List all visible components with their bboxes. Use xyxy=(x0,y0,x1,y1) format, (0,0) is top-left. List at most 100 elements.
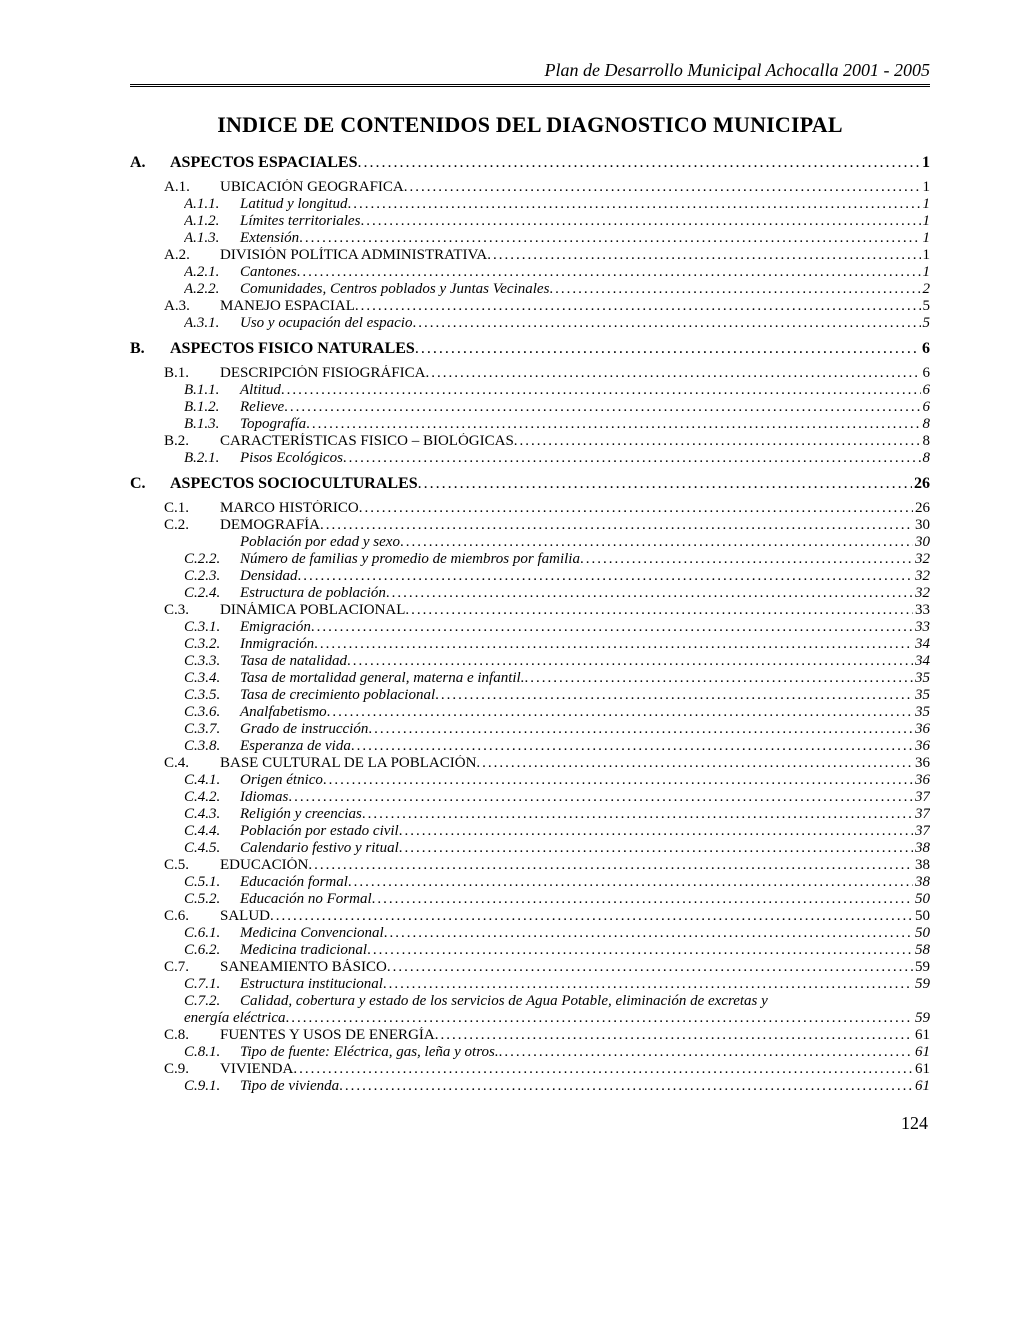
toc-entry-label: Relieve xyxy=(240,399,284,416)
toc-leader-dots xyxy=(284,399,920,416)
toc-row: B.2.1.Pisos Ecológicos 8 xyxy=(184,450,930,467)
toc-section-title: ASPECTOS ESPACIALES xyxy=(170,154,357,172)
toc-entry-number: B.1.3. xyxy=(184,416,240,433)
toc-row: B.1.2.Relieve 6 xyxy=(184,399,930,416)
toc-row: C.2.3.Densidad 32 xyxy=(184,568,930,585)
toc-page: 1 xyxy=(921,196,931,213)
toc-entry-number: A.1. xyxy=(164,179,220,196)
toc-leader-dots xyxy=(298,568,914,585)
toc-entry-label: Medicina tradicional xyxy=(240,942,367,959)
toc-row: A.2.2.Comunidades, Centros poblados y Ju… xyxy=(184,281,930,298)
toc-page: 1 xyxy=(921,179,931,196)
toc-row: C.4.1.Origen étnico 36 xyxy=(184,772,930,789)
toc-page: 8 xyxy=(921,416,931,433)
toc-row: C.5.2.Educación no Formal 50 xyxy=(184,891,930,908)
toc-page: 26 xyxy=(913,500,930,517)
toc-page: 38 xyxy=(913,874,930,891)
toc-entry-label: Origen étnico xyxy=(240,772,323,789)
toc-entry-label: Comunidades, Centros poblados y Juntas V… xyxy=(240,281,549,298)
toc-row: B.2.CARACTERÍSTICAS FISICO – BIOLÓGICAS … xyxy=(164,433,930,450)
toc-row: A.2.1.Cantones 1 xyxy=(184,264,930,281)
toc-leader-dots xyxy=(320,517,913,534)
toc-entry-number: C.2.4. xyxy=(184,585,240,602)
toc-page: 35 xyxy=(913,687,930,704)
toc-entry-label: Límites territoriales xyxy=(240,213,360,230)
toc-row: C.4.BASE CULTURAL DE LA POBLACIÓN 36 xyxy=(164,755,930,772)
toc-page: 59 xyxy=(913,959,930,976)
toc-entry-label: Medicina Convencional xyxy=(240,925,384,942)
toc-entry-number: C.2.3. xyxy=(184,568,240,585)
toc-page: 36 xyxy=(913,772,930,789)
toc-row: A.1.1.Latitud y longitud 1 xyxy=(184,196,930,213)
toc-page: 36 xyxy=(913,755,930,772)
toc-entry-label: Analfabetismo xyxy=(240,704,327,721)
toc-row: A.3.MANEJO ESPACIAL 5 xyxy=(164,298,930,315)
toc-row: C.2.2.Número de familias y promedio de m… xyxy=(184,551,930,568)
toc-row: A.1.2.Límites territoriales 1 xyxy=(184,213,930,230)
toc-entry-label: Esperanza de vida xyxy=(240,738,351,755)
toc-entry-label: DIVISIÓN POLÍTICA ADMINISTRATIVA xyxy=(220,247,487,264)
toc-row: C.7.1.Estructura institucional 59 xyxy=(184,976,930,993)
toc-leader-dots xyxy=(476,755,913,772)
toc-row: C.4.4.Población por estado civil 37 xyxy=(184,823,930,840)
toc-page: 59 xyxy=(913,976,930,993)
toc-entry-number: C.1. xyxy=(164,500,220,517)
toc-leader-dots xyxy=(323,772,913,789)
toc-page: 50 xyxy=(913,925,930,942)
toc-leader-dots xyxy=(400,534,913,551)
toc-leader-dots xyxy=(311,619,913,636)
toc-entry-number: C.4.4. xyxy=(184,823,240,840)
toc-page: 33 xyxy=(913,619,930,636)
toc-entry-label: Inmigración xyxy=(240,636,314,653)
toc-entry-number: B.1.1. xyxy=(184,382,240,399)
toc-entry-label: BASE CULTURAL DE LA POBLACIÓN xyxy=(220,755,476,772)
toc-entry-number: C.7.1. xyxy=(184,976,240,993)
toc-entry-label: FUENTES Y USOS DE ENERGÍA xyxy=(220,1027,435,1044)
toc-leader-dots xyxy=(404,179,921,196)
toc-page: 1 xyxy=(920,154,930,172)
toc-row: C.6.SALUD 50 xyxy=(164,908,930,925)
toc-page: 8 xyxy=(921,433,931,450)
toc-row: C.2.4.Estructura de población 32 xyxy=(184,585,930,602)
toc-leader-dots xyxy=(435,687,913,704)
toc-entry-number: C.7.2. xyxy=(184,993,240,1010)
toc-leader-dots xyxy=(360,213,920,230)
toc-row: C.6.2.Medicina tradicional 58 xyxy=(184,942,930,959)
toc-leader-dots xyxy=(355,298,921,315)
toc-entry-label: Población por estado civil xyxy=(240,823,399,840)
toc-row: energía eléctrica 59 xyxy=(184,1010,930,1027)
toc-page: 37 xyxy=(913,789,930,806)
toc-entry-number: C.5. xyxy=(164,857,220,874)
toc-leader-dots xyxy=(327,704,913,721)
toc-leader-dots xyxy=(549,281,920,298)
toc-entry-number: C.8.1. xyxy=(184,1044,240,1061)
toc-leader-dots xyxy=(425,365,920,382)
toc-page: 61 xyxy=(913,1061,930,1078)
toc-row: C.6.1.Medicina Convencional 50 xyxy=(184,925,930,942)
toc-page: 38 xyxy=(913,840,930,857)
toc-entry-number: C.3.5. xyxy=(184,687,240,704)
toc-leader-dots xyxy=(339,1078,913,1095)
toc-leader-dots xyxy=(383,976,913,993)
toc-row: C.2.DEMOGRAFÍA 30 xyxy=(164,517,930,534)
toc-entry-number: A.3.1. xyxy=(184,315,240,332)
toc-page: 33 xyxy=(913,602,930,619)
toc-entry-label: Número de familias y promedio de miembro… xyxy=(240,551,580,568)
toc-entry-label: Uso y ocupación del espacio xyxy=(240,315,412,332)
toc-row: A.2.DIVISIÓN POLÍTICA ADMINISTRATIVA 1 xyxy=(164,247,930,264)
toc-entry-number: B.2. xyxy=(164,433,220,450)
toc-page: 30 xyxy=(913,534,930,551)
toc-section-title: ASPECTOS SOCIOCULTURALES xyxy=(170,475,418,493)
header-rule-top: Plan de Desarrollo Municipal Achocalla 2… xyxy=(130,60,930,85)
toc-leader-dots xyxy=(372,891,913,908)
toc-entry-label: Religión y creencias xyxy=(240,806,362,823)
toc-leader-dots xyxy=(285,1010,913,1027)
toc-page: 37 xyxy=(913,806,930,823)
toc-entry-label: UBICACIÓN GEOGRAFICA xyxy=(220,179,404,196)
toc-leader-dots xyxy=(435,1027,913,1044)
toc-row: A.ASPECTOS ESPACIALES 1 xyxy=(130,154,930,172)
toc-page: 2 xyxy=(921,281,931,298)
table-of-contents: A.ASPECTOS ESPACIALES 1 A.1.UBICACIÓN GEO… xyxy=(130,154,930,1095)
page-title: INDICE DE CONTENIDOS DEL DIAGNOSTICO MUN… xyxy=(130,112,930,138)
toc-section: C.ASPECTOS SOCIOCULTURALES 26C.1.MARCO H… xyxy=(130,475,930,1095)
